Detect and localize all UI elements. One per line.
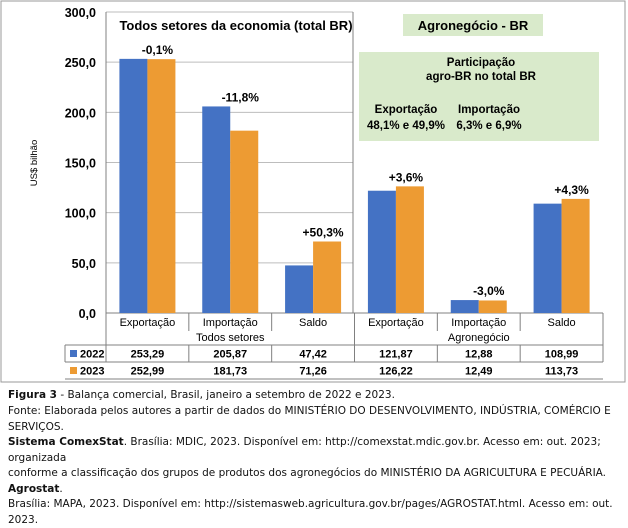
change-annotation: -3,0% (473, 284, 505, 298)
bar-2022 (533, 203, 562, 313)
bar-2023 (561, 198, 590, 313)
y-tick-label: 100,0 (65, 207, 96, 221)
y-tick-label: 150,0 (65, 157, 96, 171)
bar-2022 (202, 106, 231, 314)
source-line-3-text: conforme a classificação dos grupos de p… (8, 467, 607, 479)
bar-2022 (367, 190, 396, 313)
legend-swatch-2023 (70, 367, 77, 374)
table-cell: 253,29 (131, 349, 165, 361)
participation-export-label: Exportação (375, 104, 438, 116)
bar-2023 (230, 130, 259, 313)
figure-label: Figura 3 (8, 389, 57, 401)
participation-heading-1: Participação (447, 57, 515, 69)
category-label: Exportação (368, 317, 424, 329)
change-annotation: +4,3% (554, 183, 589, 197)
participation-heading-2: agro-BR no total BR (426, 71, 537, 83)
category-label: Saldo (548, 317, 576, 329)
table-cell: 181,73 (213, 366, 247, 378)
source-line-3-end: . (59, 482, 63, 495)
source-line-3: conforme a classificação dos grupos de p… (8, 466, 620, 497)
bar-2023 (147, 59, 176, 313)
agro-title-box (403, 14, 543, 36)
chart: Todos setores da economia (total BR) Agr… (0, 0, 626, 383)
y-tick-label: 250,0 (65, 56, 96, 70)
bar-2022 (285, 265, 314, 313)
y-tick-label: 200,0 (65, 106, 96, 120)
table-cell: 126,22 (379, 366, 413, 378)
source-note: Fonte: Elaborada pelos autores a partir … (8, 404, 620, 528)
agro-title: Agronegócio - BR (418, 18, 529, 33)
bar-2022 (450, 300, 479, 313)
participation-export-value: 48,1% e 49,9% (367, 120, 445, 132)
source-line-2: Sistema ComexStat. Brasília: MDIC, 2023.… (8, 435, 620, 466)
change-annotation: -11,8% (222, 90, 260, 104)
participation-import-label: Importação (458, 104, 520, 116)
table-cell: 47,42 (299, 349, 327, 361)
table-cell: 108,99 (545, 349, 579, 361)
table-cell: 113,73 (545, 366, 578, 378)
table-cell: 71,26 (299, 366, 327, 378)
figure-caption: Figura 3 - Balança comercial, Brasil, ja… (8, 388, 620, 404)
source-line-4: Brasília: MAPA, 2023. Disponível em: htt… (8, 498, 613, 526)
bar-2023 (313, 241, 342, 313)
change-annotation: +3,6% (389, 170, 424, 184)
chart-svg: Todos setores da economia (total BR) Agr… (0, 0, 626, 383)
y-tick-label: 300,0 (65, 6, 96, 20)
bar-2023 (395, 186, 424, 313)
participation-box (359, 52, 599, 141)
category-label: Saldo (299, 317, 327, 329)
bar-2023 (478, 300, 507, 313)
y-axis-label: US$ bilhão (29, 140, 40, 186)
source-line-1: Fonte: Elaborada pelos autores a partir … (8, 405, 611, 433)
table-cell: 252,99 (131, 366, 165, 378)
change-annotation: +50,3% (303, 226, 344, 240)
change-annotation: -0,1% (142, 43, 174, 57)
figure-text: - Balança comercial, Brasil, janeiro a s… (57, 389, 395, 401)
y-tick-label: 50,0 (72, 257, 96, 271)
table-cell: 121,87 (379, 349, 413, 361)
y-tick-label: 0,0 (79, 307, 96, 321)
group-label: Agronegócio (448, 332, 510, 344)
bar-2022 (119, 58, 148, 314)
category-label: Exportação (120, 317, 176, 329)
group-label: Todos setores (196, 332, 265, 344)
participation-import-value: 6,3% e 6,9% (456, 120, 521, 132)
source-bold-comexstat: Sistema ComexStat (8, 436, 124, 448)
category-label: Importação (203, 317, 258, 329)
source-bold-agrostat: Agrostat (8, 482, 60, 495)
table-cell: 205,87 (213, 349, 247, 361)
legend-label-2023: 2023 (80, 366, 104, 378)
legend-label-2022: 2022 (80, 349, 104, 361)
table-cell: 12,88 (465, 349, 493, 361)
table-cell: 12,49 (465, 366, 493, 378)
category-label: Importação (451, 317, 506, 329)
legend-swatch-2022 (70, 350, 77, 357)
chart-title: Todos setores da economia (total BR) (119, 18, 352, 33)
source-line-2-text: . Brasília: MDIC, 2023. Disponível em: h… (8, 436, 601, 464)
